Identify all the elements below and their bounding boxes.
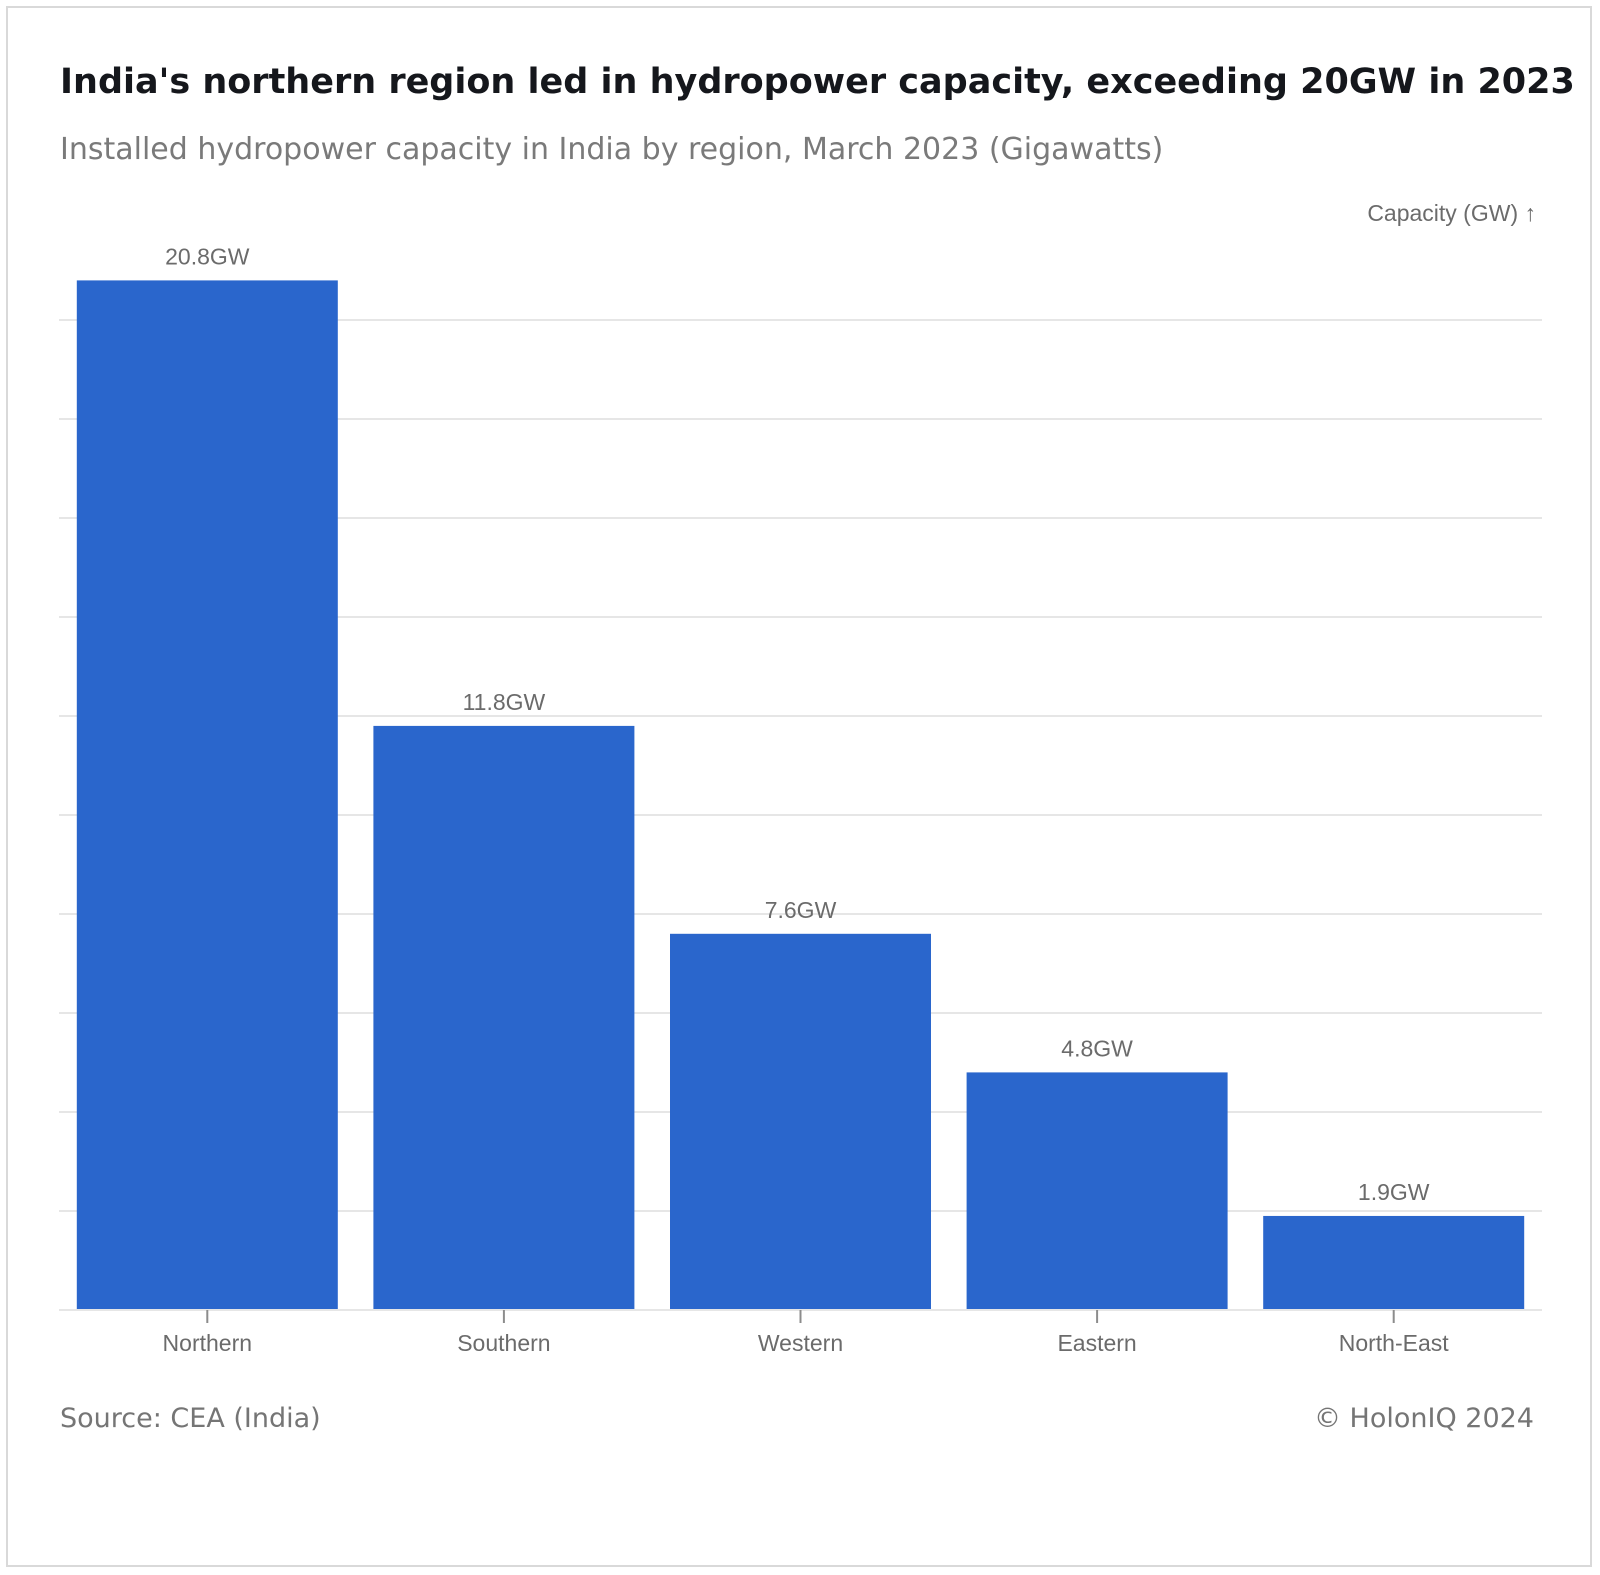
x-axis: Northern Southern Western Eastern North-East — [59, 1309, 1542, 1356]
x-tick-label: Southern — [457, 1330, 550, 1356]
x-tick-label: Eastern — [1057, 1330, 1136, 1356]
source-note: Source: CEA (India) — [60, 1403, 321, 1434]
bar-value-labels: 20.8GW 11.8GW 7.6GW 4.8GW 1.9GW — [165, 243, 1430, 1205]
x-tick-label: Northern — [163, 1330, 252, 1356]
x-tick-label: North-East — [1339, 1330, 1450, 1356]
bar-value-label: 1.9GW — [1358, 1179, 1430, 1205]
copyright-note: © HolonIQ 2024 — [1313, 1403, 1534, 1434]
bar-north-east — [1263, 1215, 1525, 1310]
y-axis-label: Capacity (GW) ↑ — [1367, 200, 1536, 226]
bar-value-label: 20.8GW — [165, 243, 250, 269]
x-tick-label: Western — [758, 1330, 843, 1356]
bars — [76, 280, 1525, 1310]
bar-value-label: 11.8GW — [463, 689, 546, 715]
bar-southern — [373, 725, 635, 1310]
bar-value-label: 4.8GW — [1061, 1035, 1133, 1061]
chart-title: India's northern region led in hydropowe… — [60, 62, 1575, 102]
bar-northern — [76, 280, 338, 1310]
bar-eastern — [966, 1072, 1228, 1310]
bar-value-label: 7.6GW — [765, 897, 837, 923]
bar-western — [670, 933, 931, 1310]
chart-subtitle: Installed hydropower capacity in India b… — [60, 132, 1164, 167]
